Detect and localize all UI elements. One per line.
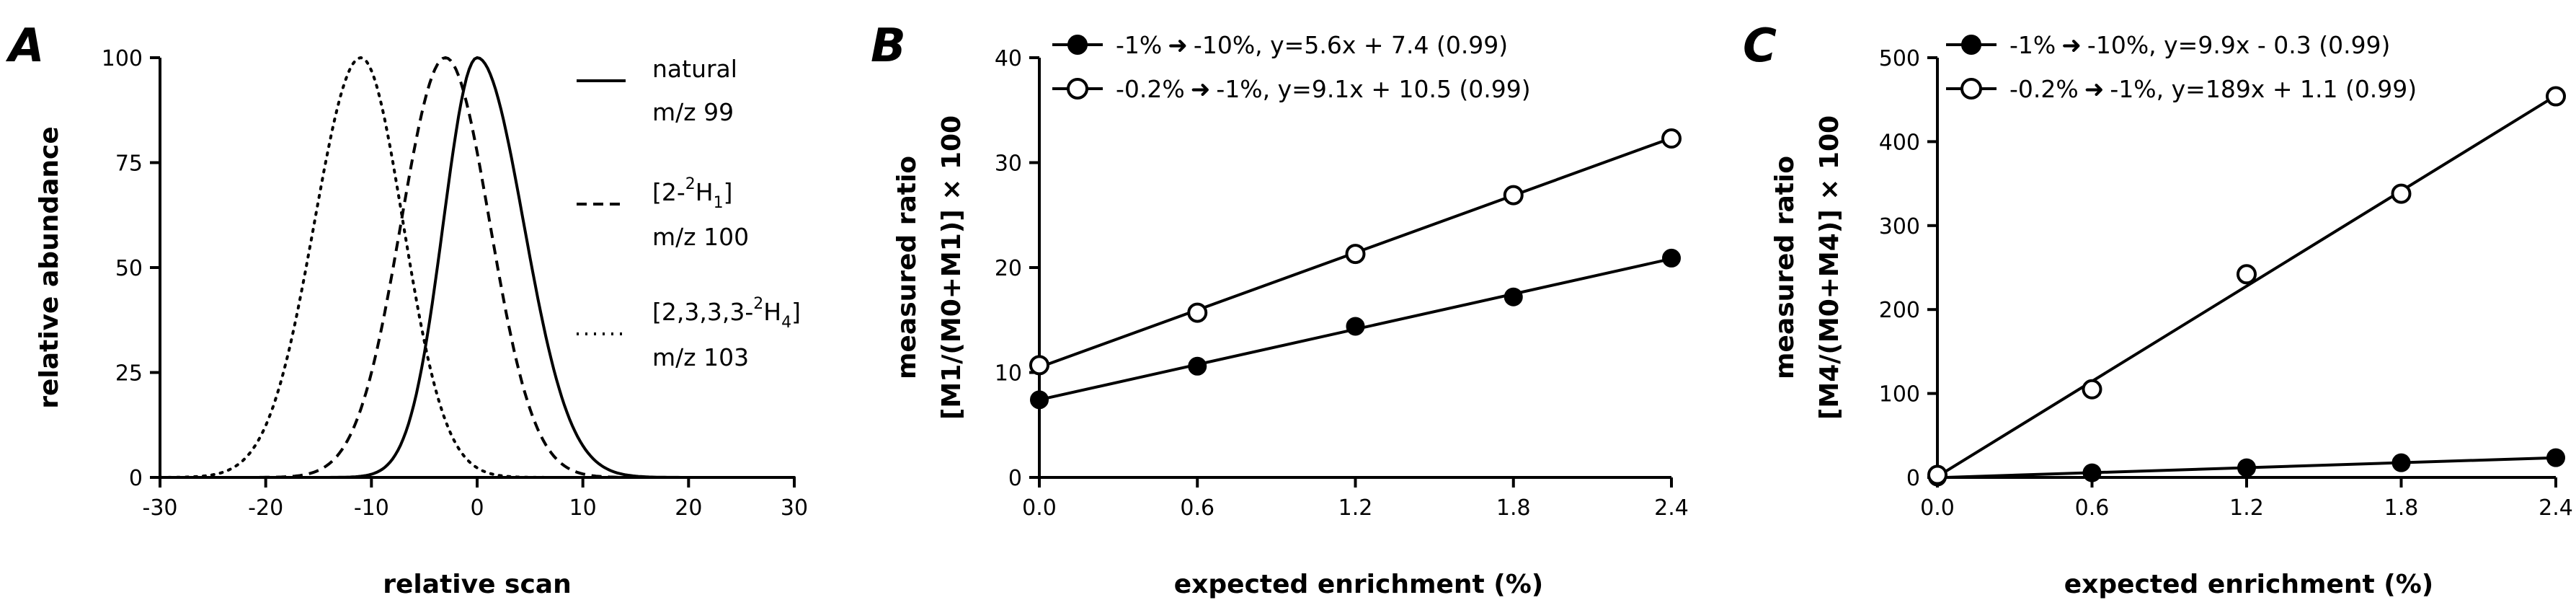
arrow-icon: ➜ [2061,31,2082,59]
legend-b-text-1: -1% ➜ -10%, y=5.6x + 7.4 (0.99) [1116,31,1508,59]
x-tick-label: 2.4 [1654,495,1689,521]
panel-c-y-label-2: [M4/(M0+M4)] × 100 [1815,115,1844,420]
y-tick-label: 500 [1879,46,1920,71]
y-tick-label: 0 [1008,466,1022,491]
data-point-open [2237,264,2257,285]
panel-b-legend: -1% ➜ -10%, y=5.6x + 7.4 (0.99) -0.2% ➜ -1%,… [1052,31,1531,103]
y-tick-label: 200 [1879,298,1920,323]
x-tick-label: -10 [354,495,389,521]
x-tick-label: 1.2 [1338,495,1373,521]
data-point-open [2391,183,2412,204]
x-tick-label: 1.8 [2384,495,2419,521]
y-tick-label: 100 [1879,382,1920,407]
data-point-open [1187,302,1208,323]
data-point-filled [2391,453,2411,472]
y-tick-label: 50 [115,256,143,281]
arrow-icon: ➜ [2084,75,2105,103]
legend-c-marker-filled [1961,35,1981,55]
x-tick-label: 0.6 [2075,495,2110,521]
panel-b-x-label: expected enrichment (%) [1174,570,1543,599]
panel-c-y-label-1: measured ratio [1770,156,1800,379]
x-tick-label: 0.0 [1022,495,1057,521]
x-tick-label: 2.4 [2539,495,2573,521]
data-point-open [2546,86,2566,107]
panel-c-x-label: expected enrichment (%) [2064,570,2433,599]
x-tick-label: 0.0 [1920,495,1955,521]
fit-line-open [1936,94,2557,478]
panel-c-label: C [1743,19,1777,73]
panel-a-legend: natural m/z 99 [2-2H1] m/z 100 [2,3,3,3-… [577,55,801,371]
y-tick-label: 300 [1879,214,1920,239]
panel-a-ticks: -30 -20 -10 0 10 20 30 0 25 50 75 100 [102,46,808,521]
y-tick-label: 10 [995,361,1022,387]
x-tick-label: 0.6 [1180,495,1214,521]
arrow-icon: ➜ [1191,75,1211,103]
y-tick-label: 100 [102,46,143,71]
data-point-filled [1346,317,1365,336]
data-point-filled [1504,287,1523,306]
data-point-filled [2237,458,2256,477]
data-point-open [2082,379,2102,400]
data-point-open [1927,464,1947,485]
data-point-open [1345,244,1366,265]
panel-a: A -30 -20 -10 0 10 20 30 0 25 50 75 100 relative sc… [5,19,808,599]
y-tick-label: 30 [995,151,1022,177]
curve-dashed [160,56,794,479]
legend-d4-mz: m/z 103 [652,343,749,371]
panel-c-ticks: 0.0 0.6 1.2 1.8 2.4 0 100 200 300 400 500 [1879,46,2573,521]
y-tick-label: 25 [115,361,143,387]
legend-natural-mz: m/z 99 [652,98,734,126]
y-tick-label: 0 [129,466,143,491]
panel-a-y-label: relative abundance [35,126,64,409]
legend-c-marker-open [1960,78,1982,100]
arrow-icon: ➜ [1168,31,1188,59]
x-tick-label: -20 [248,495,283,521]
x-tick-label: 1.8 [1496,495,1531,521]
data-point-open [1029,355,1049,376]
legend-c-text-1: -1% ➜ -10%, y=9.9x - 0.3 (0.99) [2009,31,2390,59]
panel-b-y-label-2: [M1/(M0+M1)] × 100 [937,115,967,420]
x-tick-label: 30 [781,495,808,521]
data-point-open [1503,185,1524,206]
legend-d1-label: [2-2H1] [652,175,732,212]
legend-natural-label: natural [652,55,737,83]
y-tick-label: 0 [1906,466,1920,491]
legend-b-marker-open [1067,78,1088,100]
panel-b-y-label-1: measured ratio [892,156,922,379]
data-point-filled [2082,463,2102,482]
legend-b-marker-filled [1067,35,1088,55]
data-point-open [1661,128,1682,149]
y-tick-label: 400 [1879,130,1920,155]
data-point-filled [1662,248,1681,268]
x-tick-label: 20 [675,495,702,521]
panel-a-curves [159,56,796,479]
panel-b: B 0.0 0.6 1.2 1.8 2.4 0 10 20 30 40 expected enri… [871,19,1689,599]
panel-b-ticks: 0.0 0.6 1.2 1.8 2.4 0 10 20 30 40 [995,46,1689,521]
data-point-filled [2546,448,2565,467]
x-tick-label: 10 [569,495,597,521]
x-tick-label: 0 [470,495,484,521]
panel-b-data [1029,128,1682,410]
x-tick-label: -30 [143,495,178,521]
y-tick-label: 75 [115,151,143,177]
data-point-filled [1030,390,1049,410]
panel-c: C 0.0 0.6 1.2 1.8 2.4 0 100 200 300 400 500 expect… [1743,19,2573,599]
y-tick-label: 20 [995,256,1022,281]
x-tick-label: 1.2 [2229,495,2264,521]
legend-d4-label: [2,3,3,3-2H4] [652,295,801,332]
legend-d1-mz: m/z 100 [652,223,749,251]
panel-a-label: A [5,19,45,73]
data-point-filled [1188,356,1207,376]
legend-b-text-2: -0.2% ➜ -1%, y=9.1x + 10.5 (0.99) [1116,75,1531,103]
panel-c-data [1927,86,2566,487]
y-tick-label: 40 [995,46,1022,71]
curve-dotted [159,56,796,479]
panel-b-label: B [871,19,906,73]
panel-c-legend: -1% ➜ -10%, y=9.9x - 0.3 (0.99) -0.2% ➜ -1%,… [1946,31,2417,103]
panel-a-x-label: relative scan [383,570,571,599]
legend-c-text-2: -0.2% ➜ -1%, y=189x + 1.1 (0.99) [2009,75,2417,103]
